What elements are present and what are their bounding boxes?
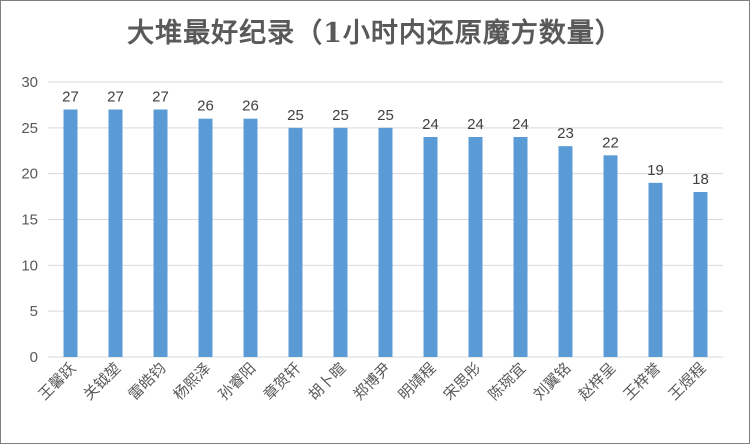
y-tick-label: 25 bbox=[21, 120, 38, 137]
x-tick-label: 郑博尹 bbox=[350, 359, 395, 404]
x-tick-label: 宋思彤 bbox=[440, 359, 485, 404]
x-tick-label: 王煜程 bbox=[665, 359, 710, 404]
x-tick-label: 王梓誉 bbox=[620, 359, 665, 404]
data-label: 24 bbox=[467, 116, 484, 133]
bar bbox=[513, 137, 528, 357]
data-label: 23 bbox=[557, 125, 574, 142]
y-tick-label: 0 bbox=[30, 349, 38, 366]
data-label: 27 bbox=[107, 89, 124, 106]
x-tick-label: 陈琬宜 bbox=[485, 359, 530, 404]
data-label: 25 bbox=[377, 107, 394, 124]
y-tick-label: 5 bbox=[30, 303, 38, 320]
bar bbox=[243, 118, 258, 358]
bar bbox=[153, 109, 168, 357]
x-tick-label: 赵梓呈 bbox=[575, 359, 620, 404]
data-label: 18 bbox=[692, 171, 709, 188]
x-tick-label: 关钺堃 bbox=[80, 359, 125, 404]
bar bbox=[333, 127, 348, 357]
bar bbox=[198, 118, 213, 358]
bar bbox=[288, 127, 303, 357]
bar bbox=[648, 182, 663, 357]
bar bbox=[693, 192, 708, 357]
bar bbox=[63, 109, 78, 357]
x-tick-label: 雷皓钧 bbox=[125, 359, 170, 404]
y-tick-label: 15 bbox=[21, 212, 38, 229]
data-label: 25 bbox=[287, 107, 304, 124]
bar bbox=[558, 146, 573, 357]
data-label: 22 bbox=[602, 134, 619, 151]
x-tick-label: 胡卜暄 bbox=[305, 359, 350, 404]
y-tick-label: 10 bbox=[21, 257, 38, 274]
data-label: 26 bbox=[197, 98, 214, 115]
bar bbox=[378, 127, 393, 357]
x-tick-label: 章贺轩 bbox=[260, 359, 305, 404]
x-tick-label: 明靖程 bbox=[395, 359, 440, 404]
chart-title: 大堆最好纪录（1小时内还原魔方数量） bbox=[127, 18, 623, 49]
data-label: 24 bbox=[422, 116, 439, 133]
x-tick-label: 孙睿阳 bbox=[215, 359, 260, 404]
data-label: 24 bbox=[512, 116, 529, 133]
x-tick-label: 刘翼铭 bbox=[530, 359, 575, 404]
data-label: 26 bbox=[242, 98, 259, 115]
x-tick-label: 王馨跃 bbox=[35, 359, 80, 404]
data-label: 19 bbox=[647, 162, 664, 179]
bar bbox=[108, 109, 123, 357]
bar bbox=[423, 137, 438, 357]
bar bbox=[468, 137, 483, 357]
data-label: 25 bbox=[332, 107, 349, 124]
y-tick-label: 20 bbox=[21, 166, 38, 183]
data-label: 27 bbox=[62, 89, 79, 106]
bar bbox=[603, 155, 618, 357]
y-tick-label: 30 bbox=[21, 74, 38, 91]
x-tick-label: 杨熙泽 bbox=[170, 359, 215, 404]
data-label: 27 bbox=[152, 89, 169, 106]
